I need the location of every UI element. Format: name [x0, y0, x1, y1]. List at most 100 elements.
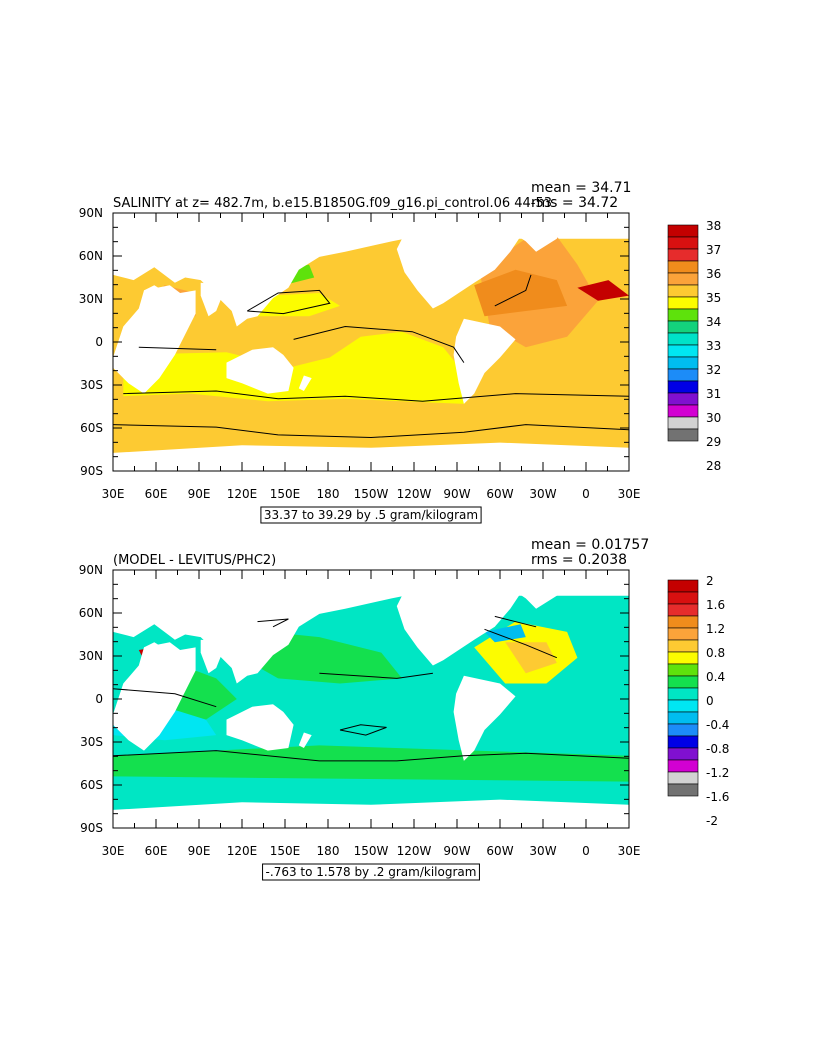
x-tick-label: 60E [145, 844, 168, 858]
colorbar-swatch [667, 260, 699, 274]
x-tick-label: 60E [145, 487, 168, 501]
x-tick-label: 30E [618, 844, 641, 858]
land-eurasia [113, 580, 418, 684]
contour-line-1 [113, 688, 217, 708]
land-eurasia [113, 223, 418, 327]
x-tick-label: 120E [227, 487, 258, 501]
x-tick-label: 30E [618, 487, 641, 501]
colorbar-swatch [667, 344, 699, 358]
colorbar-swatch [667, 687, 699, 701]
map-body [113, 570, 629, 828]
x-tick-label: 30E [102, 844, 125, 858]
colorbar-swatch [667, 783, 699, 797]
colorbar-swatch [667, 723, 699, 737]
range-label: 33.37 to 39.29 by .5 gram/kilogram [264, 508, 478, 522]
region-med [577, 280, 629, 301]
y-tick-label: 60S [80, 778, 103, 792]
x-tick-label: 90E [188, 844, 211, 858]
colorbar-swatch [667, 248, 699, 262]
contour-line-5 [246, 289, 331, 315]
contour-line-7 [257, 618, 289, 628]
colorbar-swatch [667, 284, 699, 298]
y-tick-label: 60S [80, 421, 103, 435]
x-tick-label: 30E [102, 487, 125, 501]
y-tick-label: 0 [95, 692, 103, 706]
x-tick-label: 120W [397, 844, 432, 858]
colorbar-swatch [667, 368, 699, 382]
x-tick-label: 120E [227, 844, 258, 858]
colorbar-swatch [667, 639, 699, 653]
colorbar-swatch [667, 675, 699, 689]
rms-overlap-text: rms = 34.72 [531, 195, 618, 211]
contour-line-2 [113, 424, 629, 439]
colorbar-swatch [667, 651, 699, 665]
colorbar-swatch [667, 380, 699, 394]
region-atlantic-high [505, 642, 557, 674]
colorbar-swatch [667, 308, 699, 322]
x-tick-label: 60W [486, 844, 513, 858]
colorbar-swatch [667, 296, 699, 310]
colorbar-swatch [667, 428, 699, 442]
x-tick-label: 150W [354, 844, 389, 858]
region-ocean-mid [123, 331, 464, 404]
land-greenland [494, 575, 568, 609]
y-tick-label: 30N [79, 292, 103, 306]
colorbar-label: 0 [706, 694, 714, 708]
x-tick-label: 30W [529, 844, 556, 858]
x-tick-label: 120W [397, 487, 432, 501]
colorbar-swatch [667, 224, 699, 238]
map-panel-2: 30E 60E 90E 120E 150E 180 150W 120W 90W 60W 30W 0 30… [79, 537, 729, 881]
x-tick-label: 0 [582, 844, 590, 858]
land-africa [113, 285, 196, 394]
colorbar-label: 32 [706, 363, 721, 377]
land-greenland [494, 218, 568, 252]
x-tick-label: 0 [582, 487, 590, 501]
colorbar-label: -1.2 [706, 766, 729, 780]
contour-line-5 [484, 628, 557, 659]
colorbar-swatch [667, 356, 699, 370]
colorbar-label: 35 [706, 291, 721, 305]
land-north-america [396, 225, 526, 309]
x-tick-label: 90E [188, 487, 211, 501]
x-tick-label: 180 [317, 487, 340, 501]
colorbar-swatch [667, 579, 699, 593]
land-new-zealand [298, 732, 312, 748]
panel-title: SALINITY at z= 482.7m, b.e15.B1850G.f09_… [113, 196, 552, 211]
colorbar-swatch [667, 272, 699, 286]
contour-line-3 [113, 750, 629, 762]
colorbar-swatch [667, 699, 699, 713]
colorbar-swatch [667, 615, 699, 629]
colorbar-swatch [667, 236, 699, 250]
land-arabia [144, 642, 175, 666]
land-new-zealand [298, 375, 312, 391]
y-tick-label: 90N [79, 206, 103, 220]
x-tick-label: 30W [529, 487, 556, 501]
x-tick-label: 90W [443, 844, 470, 858]
colorbar-swatch [667, 591, 699, 605]
y-tick-label: 90S [80, 464, 103, 478]
y-tick-label: 30S [80, 735, 103, 749]
colorbar-label: 29 [706, 435, 721, 449]
colorbar-label: 0.8 [706, 646, 725, 660]
colorbar-swatch [667, 416, 699, 430]
colorbar-swatch [667, 735, 699, 749]
colorbar-label: 2 [706, 574, 714, 588]
colorbar-swatch [667, 603, 699, 617]
rms-text: rms = 0.2038 [531, 552, 627, 568]
colorbar-label: 34 [706, 315, 721, 329]
contour-line-2 [319, 672, 433, 679]
land-india [200, 282, 227, 317]
colorbar-swatch [667, 392, 699, 406]
y-tick-label: 90N [79, 563, 103, 577]
colorbar-label: 31 [706, 387, 721, 401]
range-box [262, 863, 480, 881]
colorbar-label: -0.4 [706, 718, 729, 732]
y-tick-label: 30N [79, 649, 103, 663]
y-tick-label: 30S [80, 378, 103, 392]
land-australia [226, 347, 294, 394]
colorbar: 38 37 36 35 34 33 32 31 30 29 28 [667, 219, 721, 473]
y-tick-label: 60N [79, 606, 103, 620]
colorbar: 2 1.6 1.2 0.8 0.4 0 -0.4 -0.8 -1.2 -1.6 -2 [667, 574, 729, 828]
land-north-america [396, 582, 526, 666]
